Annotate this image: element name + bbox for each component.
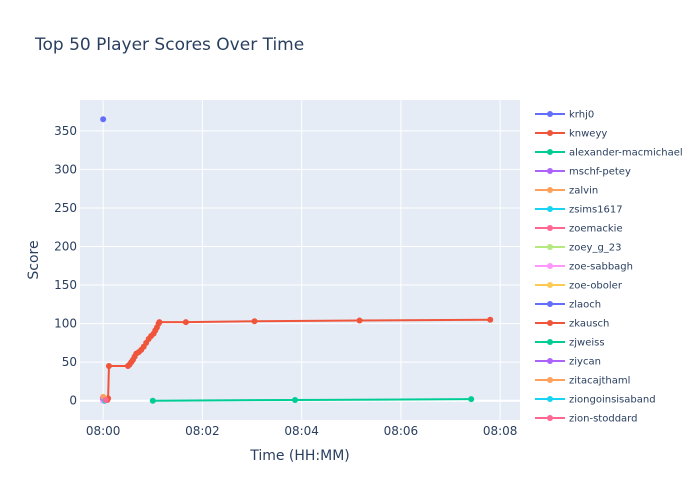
y-tick-label: 350 bbox=[54, 124, 77, 138]
grid bbox=[80, 100, 520, 420]
legend-item[interactable]: mschf-petey bbox=[535, 167, 631, 178]
data-point bbox=[487, 316, 494, 323]
legend-item[interactable]: zoe-oboler bbox=[535, 281, 623, 292]
legend-item[interactable]: zkausch bbox=[535, 319, 609, 330]
series-alexander-macmichael bbox=[149, 396, 475, 404]
data-point bbox=[182, 319, 189, 326]
x-tick-labels: 08:00 08:02 08:04 08:06 08:08 bbox=[86, 424, 518, 438]
legend-label: ziycan bbox=[569, 357, 601, 368]
legend-label: zalvin bbox=[569, 186, 598, 197]
legend-label: zoey_g_23 bbox=[569, 243, 622, 254]
legend-item[interactable]: zlaoch bbox=[535, 300, 601, 311]
legend-item[interactable]: zjweiss bbox=[535, 338, 605, 349]
y-tick-label: 250 bbox=[54, 201, 77, 215]
legend-label: zoemackie bbox=[569, 224, 623, 235]
y-axis-title: Score bbox=[26, 240, 42, 279]
y-tick-labels: 0 50 100 150 200 250 300 350 bbox=[54, 124, 77, 408]
legend-swatch-marker bbox=[547, 187, 553, 193]
x-tick-label: 08:08 bbox=[483, 424, 518, 438]
data-point bbox=[356, 317, 363, 324]
legend-swatch-marker bbox=[547, 377, 553, 383]
legend-item[interactable]: ziongoinsisaband bbox=[535, 395, 656, 406]
x-tick-label: 08:02 bbox=[185, 424, 220, 438]
plot-background bbox=[80, 100, 520, 420]
legend-swatch-marker bbox=[547, 206, 553, 212]
legend-swatch-marker bbox=[547, 111, 553, 117]
legend-swatch-marker bbox=[547, 396, 553, 402]
x-tick-label: 08:04 bbox=[284, 424, 319, 438]
legend-swatch-marker bbox=[547, 358, 553, 364]
legend[interactable]: krhj0 knweyy alexander-macmichael mschf-pet… bbox=[535, 110, 683, 425]
y-tick-label: 0 bbox=[69, 394, 77, 408]
data-point bbox=[100, 116, 107, 123]
data-point bbox=[149, 397, 156, 404]
legend-label: zitacajthaml bbox=[569, 376, 630, 387]
series-krhj0 bbox=[100, 116, 107, 123]
legend-item[interactable]: zion-stoddard bbox=[535, 414, 637, 425]
series-knweyy bbox=[100, 316, 494, 403]
legend-item[interactable]: zoe-sabbagh bbox=[535, 262, 633, 273]
legend-swatch-marker bbox=[547, 149, 553, 155]
series-zion-stoddard bbox=[102, 396, 109, 403]
data-point bbox=[292, 396, 299, 403]
legend-item[interactable]: zoemackie bbox=[535, 224, 623, 235]
legend-label: zion-stoddard bbox=[569, 414, 637, 425]
legend-item[interactable]: zsims1617 bbox=[535, 205, 623, 216]
legend-label: krhj0 bbox=[569, 110, 594, 121]
legend-swatch-marker bbox=[547, 301, 553, 307]
data-point bbox=[156, 319, 163, 326]
legend-label: ziongoinsisaband bbox=[569, 395, 656, 406]
legend-swatch-marker bbox=[547, 339, 553, 345]
legend-label: mschf-petey bbox=[569, 167, 631, 178]
data-point bbox=[102, 396, 109, 403]
legend-swatch-marker bbox=[547, 263, 553, 269]
series-layer bbox=[100, 116, 494, 404]
legend-label: zjweiss bbox=[569, 338, 605, 349]
legend-item[interactable]: ziycan bbox=[535, 357, 601, 368]
y-tick-label: 300 bbox=[54, 162, 77, 176]
x-tick-label: 08:00 bbox=[86, 424, 121, 438]
legend-swatch-marker bbox=[547, 244, 553, 250]
legend-item[interactable]: zalvin bbox=[535, 186, 598, 197]
data-point bbox=[468, 396, 475, 403]
legend-label: zsims1617 bbox=[569, 205, 623, 216]
legend-item[interactable]: alexander-macmichael bbox=[535, 148, 683, 159]
legend-label: knweyy bbox=[569, 129, 607, 140]
y-tick-label: 50 bbox=[62, 355, 77, 369]
x-tick-label: 08:06 bbox=[384, 424, 419, 438]
y-tick-label: 150 bbox=[54, 278, 77, 292]
legend-item[interactable]: krhj0 bbox=[535, 110, 594, 121]
y-tick-label: 200 bbox=[54, 240, 77, 254]
data-point bbox=[105, 363, 112, 370]
x-axis-title: Time (HH:MM) bbox=[249, 448, 350, 464]
data-point bbox=[251, 318, 258, 325]
legend-swatch-marker bbox=[547, 415, 553, 421]
legend-label: zoe-oboler bbox=[569, 281, 623, 292]
legend-label: alexander-macmichael bbox=[569, 148, 683, 159]
legend-label: zlaoch bbox=[569, 300, 601, 311]
legend-item[interactable]: zoey_g_23 bbox=[535, 243, 622, 254]
legend-swatch-marker bbox=[547, 320, 553, 326]
legend-item[interactable]: zitacajthaml bbox=[535, 376, 630, 387]
legend-label: zoe-sabbagh bbox=[569, 262, 633, 273]
legend-swatch-marker bbox=[547, 282, 553, 288]
y-tick-label: 100 bbox=[54, 317, 77, 331]
legend-label: zkausch bbox=[569, 319, 609, 330]
legend-swatch-marker bbox=[547, 225, 553, 231]
legend-swatch-marker bbox=[547, 130, 553, 136]
legend-swatch-marker bbox=[547, 168, 553, 174]
chart-title: Top 50 Player Scores Over Time bbox=[34, 35, 304, 55]
legend-item[interactable]: knweyy bbox=[535, 129, 607, 140]
